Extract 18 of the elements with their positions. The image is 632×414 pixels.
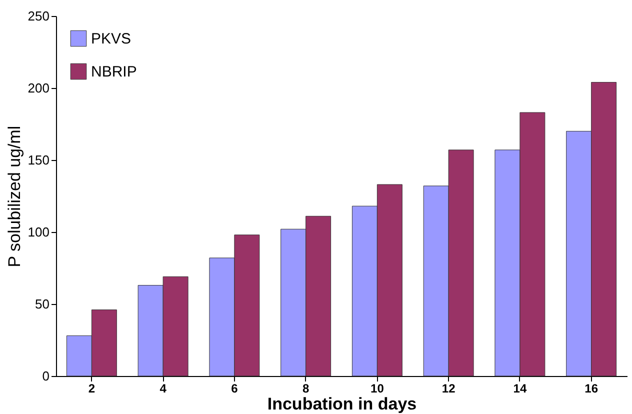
y-tick-label: 100 xyxy=(28,224,50,240)
y-axis-title: P solubilized ug/ml xyxy=(4,126,24,268)
legend-label: PKVS xyxy=(91,30,132,48)
x-tick-label: 4 xyxy=(160,382,167,396)
x-tick-label: 8 xyxy=(302,382,310,396)
y-tick-label: 0 xyxy=(42,368,50,384)
legend-label: NBRIP xyxy=(91,64,137,80)
x-tick-label: 16 xyxy=(584,382,598,396)
x-axis-title: Incubation in days xyxy=(267,394,417,414)
x-tick-label: 14 xyxy=(513,382,527,396)
y-tick-label: 200 xyxy=(28,80,50,96)
x-tick-label: 6 xyxy=(231,382,238,396)
y-tick-label: 150 xyxy=(28,152,50,168)
y-tick-label: 250 xyxy=(28,8,50,24)
x-tick-label: 10 xyxy=(370,382,384,396)
x-tick-label: 12 xyxy=(442,382,456,396)
y-tick-label: 50 xyxy=(35,296,50,312)
x-tick-label: 2 xyxy=(88,382,96,396)
